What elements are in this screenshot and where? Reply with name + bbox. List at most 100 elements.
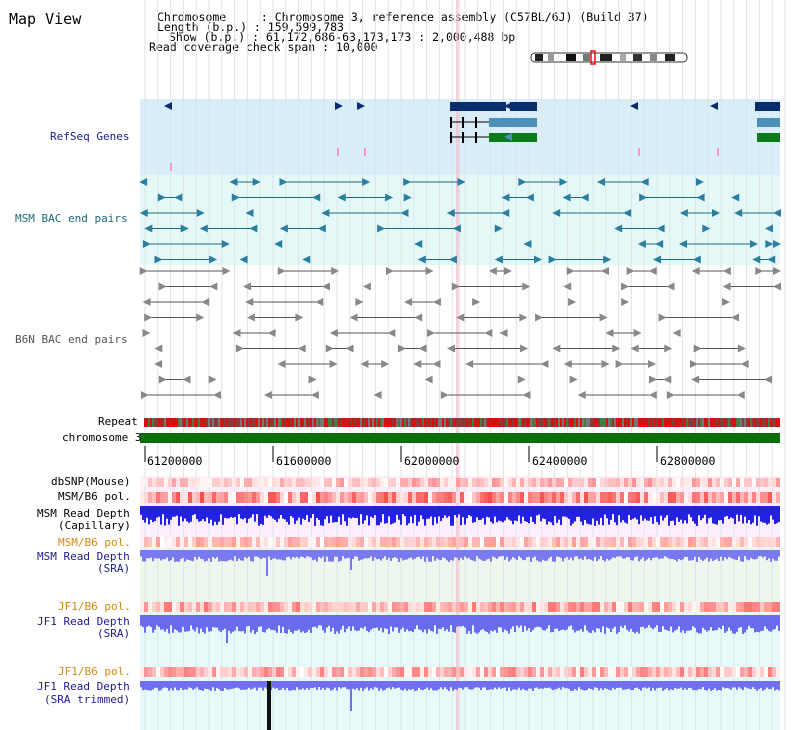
jf1-trimmed-depth: [482, 681, 484, 688]
repeat-cell: [610, 418, 612, 427]
jf1-trimmed-depth: [234, 681, 236, 689]
jf1-trimmed-depth: [624, 681, 626, 690]
jf1-pol-cell: [180, 602, 184, 612]
msm-pol2-cell: [632, 537, 636, 547]
msm-pol-cell: [588, 492, 592, 503]
msm-bac-track[interactable]: [139, 178, 781, 264]
repeat-cell: [286, 418, 288, 427]
jf1-trimmed-depth: [240, 681, 242, 690]
b6n-bac-pair-end: [267, 329, 276, 337]
msm-capillary-depth: [528, 506, 530, 524]
msm-capillary-depth: [594, 506, 596, 526]
jf1-trimmed-depth: [564, 681, 566, 689]
msm-sra-depth: [502, 550, 504, 557]
jf1-sra-depth: [426, 615, 428, 634]
jf1-sra-depth: [150, 615, 152, 627]
chromosome-ideogram[interactable]: [530, 50, 688, 65]
jf1-trimmed-depth: [354, 681, 356, 690]
jf1-pol2-cell: [696, 667, 700, 677]
msm-capillary-depth: [150, 506, 152, 520]
jf1-trimmed-depth: [274, 681, 276, 689]
jf1-sra-depth: [274, 615, 276, 631]
repeat-cell: [232, 418, 234, 427]
b6n-bac-pair-end: [693, 344, 702, 353]
repeat-cell: [658, 418, 660, 427]
jf1-pol-cell: [488, 602, 492, 612]
jf1-pol2-cell: [500, 667, 504, 677]
dbsnp-cell: [696, 478, 700, 487]
msm-pol-cell: [264, 492, 268, 503]
b6n-bac-pair-end: [499, 329, 508, 337]
jf1-trimmed-depth: [450, 681, 452, 688]
jf1-sra-depth: [350, 615, 352, 631]
msm-capillary-depth: [374, 506, 376, 516]
jf1-pol2-cell: [540, 667, 544, 677]
repeat-cell: [730, 418, 732, 427]
jf1-sra-depth: [442, 615, 444, 628]
repeat-cell: [370, 418, 372, 427]
msm-sra-depth: [348, 550, 350, 558]
jf1-sra-depth: [298, 615, 300, 630]
msm-sra-depth: [740, 550, 742, 562]
msm-capillary-depth: [152, 506, 154, 523]
msm-capillary-depth: [634, 506, 636, 518]
jf1-sra-depth: [722, 615, 724, 626]
msm-pol-cell: [712, 492, 716, 503]
b6n-bac-track[interactable]: [139, 267, 781, 399]
msm-sra-depth: [374, 550, 376, 558]
msm-capillary-depth: [470, 506, 472, 517]
jf1-pol2-cell: [360, 667, 364, 677]
msm-pol-cell: [464, 492, 468, 503]
jf1-pol2-cell: [364, 667, 368, 677]
jf1-trimmed-depth: [286, 681, 288, 689]
jf1-pol-cell: [480, 602, 484, 612]
track-label-msm-depth-cap: MSM Read Depth: [37, 507, 130, 520]
jf1-trimmed-depth: [310, 681, 312, 688]
msm-sra-depth: [176, 550, 178, 562]
msm-capillary-depth: [414, 506, 416, 515]
msm-capillary-depth: [680, 506, 682, 520]
repeat-cell: [336, 418, 338, 427]
msm-sra-depth: [490, 550, 492, 562]
msm-sra-depth: [590, 550, 592, 560]
jf1-sra-depth: [596, 615, 598, 629]
jf1-pol-cell: [620, 602, 624, 612]
jf1-sra-depth: [320, 615, 322, 626]
jf1-sra-depth: [744, 615, 746, 633]
msm-pol2-cell: [684, 537, 688, 547]
dbsnp-cell: [608, 478, 612, 487]
b6n-bac-pair-end: [612, 344, 621, 353]
msm-capillary-depth: [380, 506, 382, 523]
jf1-trimmed-depth: [154, 681, 156, 688]
jf1-sra-depth: [708, 615, 710, 631]
msm-capillary-depth: [292, 506, 294, 518]
b6n-bac-pair-end: [569, 375, 578, 384]
msm-bac-pair-end: [764, 224, 773, 233]
b6n-bac-pair-end: [222, 267, 231, 275]
jf1-trimmed-depth: [528, 681, 530, 689]
b6n-bac-pair-end: [158, 282, 167, 291]
refseq-genes-track[interactable]: [164, 102, 781, 171]
b6n-bac-pair-end: [349, 313, 358, 322]
msm-sra-depth: [434, 550, 436, 561]
repeat-cell: [476, 418, 478, 427]
jf1-pol-cell: [644, 602, 648, 612]
jf1-sra-depth: [568, 615, 570, 627]
jf1-sra-depth: [552, 615, 554, 633]
msm-bac-pair-end: [448, 255, 457, 264]
b6n-bac-pair-end: [277, 267, 286, 275]
msm-sra-depth: [496, 550, 498, 559]
msm-pol-cell: [292, 492, 296, 503]
msm-pol-cell: [624, 492, 628, 503]
jf1-sra-depth: [228, 615, 230, 631]
jf1-trimmed-depth: [688, 681, 690, 688]
b6n-bac-pair-end: [397, 344, 406, 353]
b6n-bac-pair-end: [154, 344, 163, 353]
msm-capillary-depth: [742, 506, 744, 524]
jf1-pol-cell: [148, 602, 152, 612]
repeat-cell: [772, 418, 774, 427]
jf1-pol2-cell: [620, 667, 624, 677]
msm-capillary-depth: [672, 506, 674, 521]
msm-sra-depth: [588, 550, 590, 559]
